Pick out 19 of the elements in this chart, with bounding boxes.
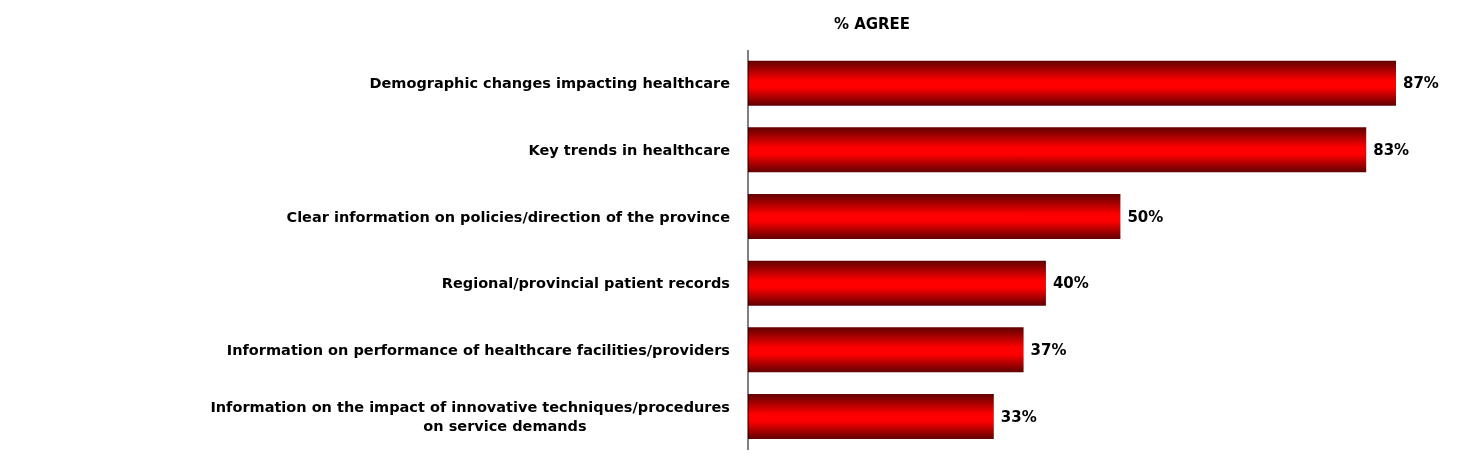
y-tick-label: Regional/provincial patient records [441,275,730,292]
y-tick-label: Key trends in healthcare [528,142,731,158]
data-label: 40% [1052,274,1089,293]
data-label: 50% [1127,207,1164,226]
bar [748,60,1396,106]
y-tick-label: Clear information on policies/direction of the province [286,208,731,225]
data-label: 33% [1000,407,1037,426]
y-tick-label: Demographic changes impacting healthcare [369,75,731,92]
data-label: 37% [1030,341,1067,360]
bar [748,194,1121,239]
y-tick-label: Information on performance of healthcare facilities/providers [226,342,730,358]
bar [748,327,1024,373]
data-label: 87% [1403,74,1439,93]
y-tick-label: Information on the impact of innovative techniques/procedures on service demands [210,399,730,435]
chart-title: % AGREE [832,14,912,35]
bar [748,394,994,439]
data-label: 83% [1373,141,1410,160]
bar [748,260,1046,306]
bar [748,127,1367,173]
